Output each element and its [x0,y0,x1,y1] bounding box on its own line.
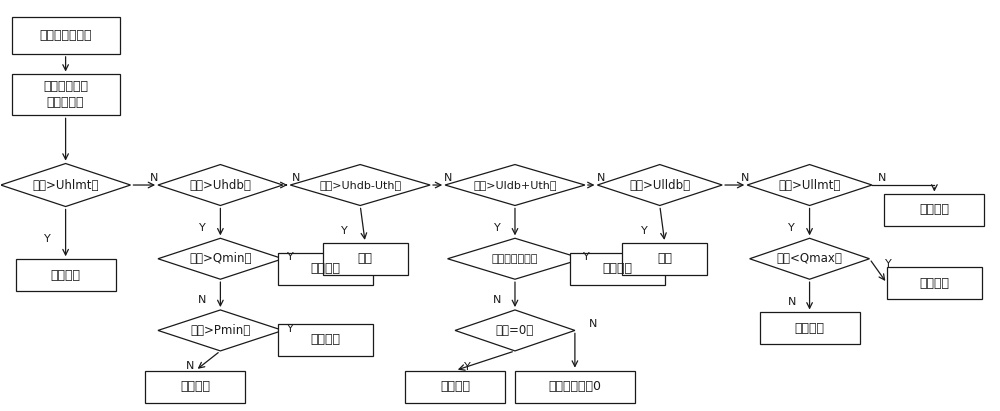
Polygon shape [1,164,131,206]
Bar [515,371,635,402]
Text: 电压>Uhlmt？: 电压>Uhlmt？ [32,178,99,192]
Polygon shape [455,310,575,351]
Text: Y: Y [788,224,795,233]
Bar [323,243,408,275]
Bar [12,74,120,115]
Text: 电压>Ulldb？: 电压>Ulldb？ [629,178,690,192]
Text: 判断电压在哪
个控制区间: 判断电压在哪 个控制区间 [43,81,88,109]
Text: 闭锁调压: 闭锁调压 [795,322,825,335]
Text: 无功>Qmin？: 无功>Qmin？ [189,252,252,265]
Text: Y: Y [199,224,206,233]
Text: N: N [493,296,501,305]
Polygon shape [448,238,582,279]
Polygon shape [158,164,283,206]
Polygon shape [158,238,283,279]
Text: 闭锁调压: 闭锁调压 [440,380,470,393]
Text: Y: Y [464,362,470,372]
Polygon shape [445,164,585,206]
Polygon shape [158,310,283,351]
Text: 电压>Uhdb？: 电压>Uhdb？ [189,178,251,192]
Text: 获取并网点电压: 获取并网点电压 [39,29,92,42]
Polygon shape [747,164,872,206]
Text: Y: Y [885,259,892,270]
Text: N: N [198,296,207,305]
Text: N: N [589,319,597,329]
Text: 电压>Uhdb-Uth？: 电压>Uhdb-Uth？ [319,180,401,190]
Text: 减发无功: 减发无功 [310,263,340,275]
Text: Y: Y [287,252,294,262]
Text: 保持: 保持 [358,252,373,265]
Text: 有功>Pmin？: 有功>Pmin？ [190,324,251,337]
Bar [16,259,116,291]
Bar [278,253,373,285]
Text: 电压>Uldb+Uth？: 电压>Uldb+Uth？ [473,180,557,190]
Text: 将无功控制到0: 将无功控制到0 [548,380,601,393]
Text: Y: Y [341,226,348,236]
Text: 增发有功: 增发有功 [603,263,633,275]
Bar [622,243,707,275]
Text: 无功=0？: 无功=0？ [496,324,534,337]
Text: Y: Y [494,224,500,233]
Text: 有功是否受限？: 有功是否受限？ [492,254,538,264]
Text: 电压>Ullmt？: 电压>Ullmt？ [778,178,841,192]
Bar [12,17,120,54]
Text: Y: Y [44,234,51,245]
Text: 闭锁调压: 闭锁调压 [51,269,81,282]
Text: Y: Y [641,226,648,236]
Bar [570,253,665,285]
Text: N: N [186,362,194,372]
Text: 减发有功: 减发有功 [310,333,340,346]
Text: 闭锁调压: 闭锁调压 [919,203,949,216]
Text: Y: Y [583,252,590,262]
Text: 无功<Qmax？: 无功<Qmax？ [777,252,843,265]
Text: N: N [787,297,796,307]
Bar [884,194,984,226]
Bar [760,312,860,344]
Text: 增发无功: 增发无功 [919,277,949,290]
Bar [145,371,245,402]
Bar [405,371,505,402]
Text: N: N [150,173,158,183]
Text: 闭锁调压: 闭锁调压 [180,380,210,393]
Bar [887,267,982,299]
Bar [278,324,373,356]
Text: N: N [292,173,301,183]
Polygon shape [290,164,430,206]
Polygon shape [597,164,722,206]
Text: Y: Y [287,323,294,334]
Text: 保持: 保持 [657,252,672,265]
Text: N: N [740,173,749,183]
Text: N: N [878,173,886,183]
Polygon shape [750,238,869,279]
Text: N: N [597,173,605,183]
Text: N: N [443,173,452,183]
